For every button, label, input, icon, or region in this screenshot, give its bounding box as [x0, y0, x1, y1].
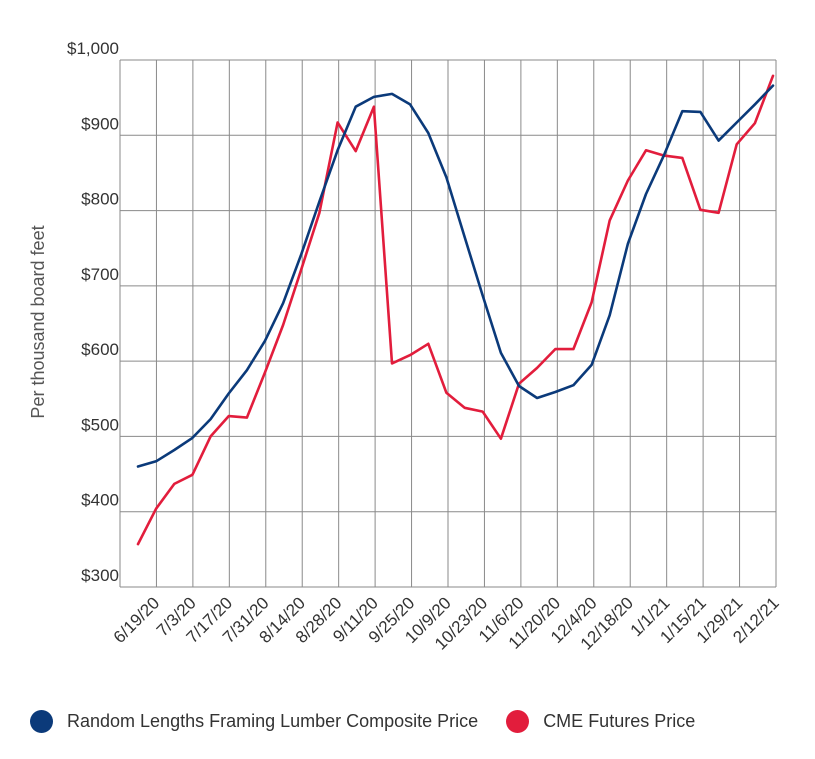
- y-axis-ticks: $300 $400 $500 $600 $700 $800 $900 $1,000: [67, 39, 119, 585]
- legend-item-random-lengths: Random Lengths Framing Lumber Composite …: [30, 710, 478, 733]
- legend-swatch-random-lengths: [30, 710, 53, 733]
- y-tick-label: $900: [81, 114, 119, 133]
- y-axis-label: Per thousand board feet: [28, 225, 48, 418]
- chart: $300 $400 $500 $600 $700 $800 $900 $1,000 6/19/…: [28, 39, 783, 654]
- y-tick-label: $600: [81, 340, 119, 359]
- series-line-cme-futures: [136, 74, 775, 546]
- x-axis-ticks: 6/19/207/3/207/17/207/31/208/14/208/28/2…: [110, 593, 783, 653]
- legend-swatch-cme-futures: [506, 710, 530, 733]
- x-tick-label: 6/19/20: [110, 593, 164, 647]
- legend: Random Lengths Framing Lumber Composite …: [30, 710, 723, 733]
- y-tick-label: $1,000: [67, 39, 119, 58]
- series-line-random-lengths: [136, 84, 775, 468]
- y-tick-label: $500: [81, 415, 119, 434]
- y-tick-label: $300: [81, 566, 119, 585]
- legend-label-random-lengths: Random Lengths Framing Lumber Composite …: [67, 711, 479, 731]
- legend-item-cme-futures: CME Futures Price: [506, 710, 695, 733]
- y-tick-label: $700: [81, 265, 119, 284]
- legend-label-cme-futures: CME Futures Price: [543, 711, 696, 731]
- y-tick-label: $800: [81, 190, 119, 209]
- grid: [119, 59, 777, 588]
- y-tick-label: $400: [81, 491, 119, 510]
- series-lines: [136, 74, 775, 546]
